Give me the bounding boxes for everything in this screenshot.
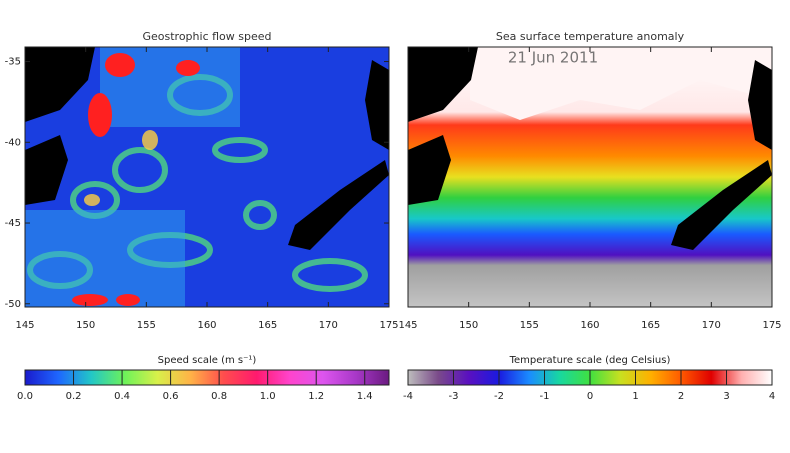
y-tick-label: -45 [5, 218, 21, 229]
colorbar-tick-label: -3 [449, 391, 459, 402]
colorbar-tick-label: 1.4 [357, 391, 373, 402]
colorbar-tick-label: 0.2 [66, 391, 82, 402]
colorbar-tick-label: 0 [587, 391, 593, 402]
x-tick-label: 150 [76, 320, 95, 331]
panel-title: Geostrophic flow speed [142, 30, 271, 43]
x-tick-label: 155 [137, 320, 156, 331]
colorbar-tick-label: 0.8 [211, 391, 227, 402]
colorbar-label: Temperature scale (deg Celsius) [509, 355, 671, 366]
speed-map [25, 47, 389, 307]
x-tick-label: 165 [258, 320, 277, 331]
colorbar-tick-label: 4 [769, 391, 775, 402]
colorbar [24, 369, 390, 386]
panel-title: Sea surface temperature anomaly [496, 30, 685, 43]
colorbar-tick-label: -1 [540, 391, 550, 402]
x-tick-label: 155 [520, 320, 539, 331]
y-tick-label: -40 [5, 137, 21, 148]
x-tick-label: 160 [580, 320, 599, 331]
colorbar-tick-label: 0.6 [163, 391, 179, 402]
map-date: 21 Jun 2011 [508, 49, 598, 67]
colorbar-tick-label: 1.0 [260, 391, 276, 402]
x-tick-label: 170 [319, 320, 338, 331]
x-tick-label: 165 [641, 320, 660, 331]
x-tick-label: 150 [459, 320, 478, 331]
x-tick-label: 175 [762, 320, 781, 331]
x-tick-label: 160 [197, 320, 216, 331]
colorbar-tick-label: -4 [403, 391, 413, 402]
sst-map [408, 47, 772, 307]
y-tick-label: -50 [5, 299, 21, 310]
x-tick-label: 170 [702, 320, 721, 331]
x-tick-label: 145 [398, 320, 417, 331]
colorbar-tick-label: 0.4 [114, 391, 130, 402]
colorbar-tick-label: 1 [632, 391, 638, 402]
colorbar-tick-label: 2 [678, 391, 684, 402]
x-tick-label: 175 [379, 320, 398, 331]
colorbar-label: Speed scale (m s⁻¹) [158, 355, 257, 366]
x-tick-label: 145 [15, 320, 34, 331]
y-tick-label: -35 [5, 57, 21, 68]
colorbar-tick-label: 3 [723, 391, 729, 402]
colorbar-tick-label: -2 [494, 391, 504, 402]
colorbar-tick-label: 0.0 [17, 391, 33, 402]
colorbar-tick-label: 1.2 [308, 391, 324, 402]
